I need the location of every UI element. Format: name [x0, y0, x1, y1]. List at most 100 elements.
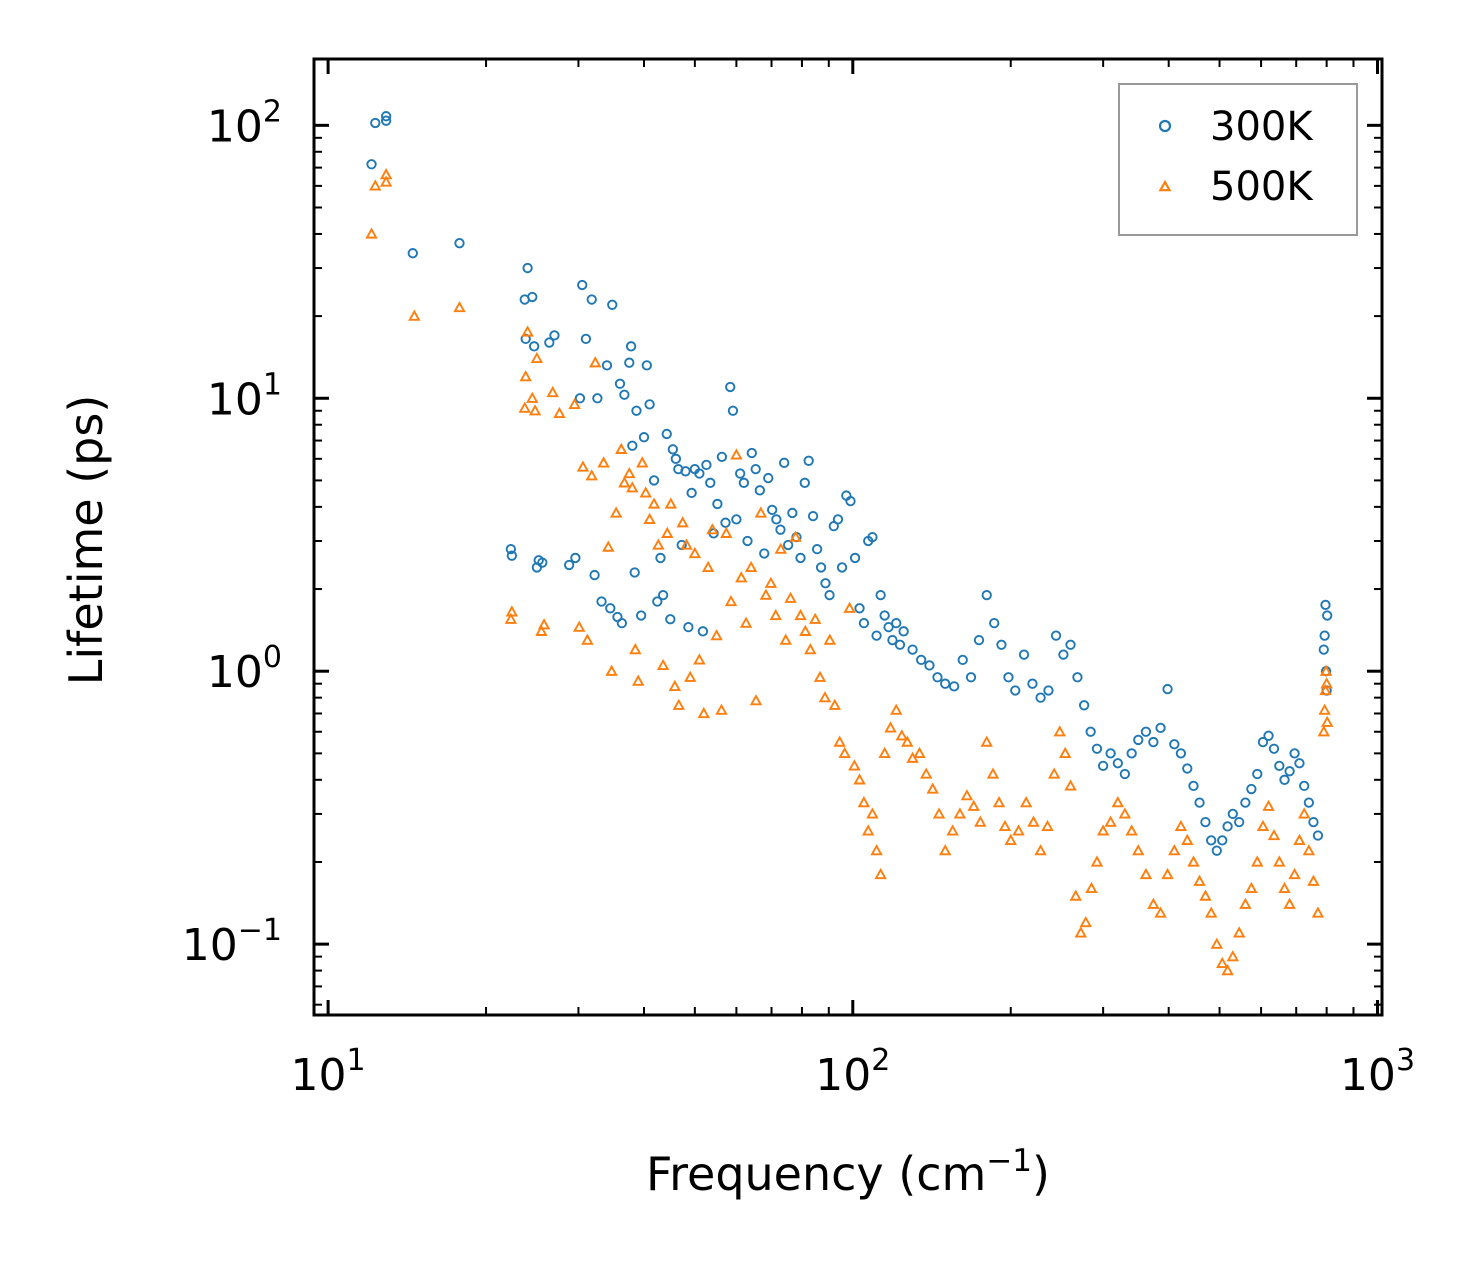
- data-point: [836, 562, 848, 573]
- data-point: [738, 477, 750, 488]
- data-point: [1297, 807, 1311, 819]
- data-point: [1105, 748, 1116, 759]
- data-point: [1050, 630, 1062, 641]
- data-point: [799, 624, 812, 636]
- data-point: [366, 159, 377, 170]
- legend: 300K 500K: [1118, 83, 1358, 236]
- data-point: [795, 552, 806, 564]
- data-point: [680, 538, 693, 550]
- data-point: [627, 440, 638, 451]
- data-point: [1221, 964, 1234, 976]
- data-point: [544, 337, 555, 348]
- data-point: [727, 405, 739, 416]
- data-point: [686, 487, 697, 499]
- y-tick-label: 10−1: [182, 913, 282, 971]
- data-point: [957, 654, 968, 666]
- data-point: [581, 633, 594, 645]
- data-point: [767, 504, 778, 516]
- data-point: [504, 612, 518, 624]
- data-point: [1027, 678, 1038, 689]
- data-point: [730, 448, 743, 460]
- data-point: [615, 442, 628, 454]
- data-point: [784, 591, 797, 603]
- data-point: [926, 782, 939, 794]
- data-point: [804, 643, 817, 655]
- data-point: [890, 703, 903, 715]
- data-point: [380, 111, 392, 122]
- data-point: [989, 617, 1000, 629]
- data-point: [574, 393, 586, 404]
- data-point: [1293, 833, 1306, 845]
- data-point: [916, 654, 927, 666]
- data-point: [697, 706, 710, 719]
- data-point: [1148, 736, 1159, 748]
- data-point: [965, 672, 977, 683]
- data-point: [1034, 844, 1047, 856]
- data-point: [980, 735, 993, 747]
- legend-box: [1118, 83, 1358, 236]
- data-point: [874, 867, 887, 880]
- data-point: [807, 510, 819, 522]
- data-point: [1227, 808, 1238, 820]
- data-point: [553, 406, 566, 419]
- data-point: [1194, 797, 1205, 808]
- data-point: [647, 497, 661, 509]
- data-point: [1216, 956, 1229, 969]
- data-point: [1240, 797, 1251, 808]
- data-point: [763, 472, 774, 484]
- data-point: [706, 523, 719, 535]
- data-point: [629, 643, 642, 655]
- data-point: [580, 333, 592, 345]
- data-point: [1085, 881, 1098, 894]
- data-point: [528, 404, 542, 416]
- data-point: [1147, 897, 1160, 909]
- data-point: [739, 616, 753, 628]
- data-point: [522, 262, 533, 274]
- data-point: [891, 617, 902, 629]
- plot-frame: [312, 57, 1384, 1017]
- data-point: [1303, 797, 1315, 808]
- data-point: [1069, 889, 1082, 901]
- data-point: [992, 796, 1006, 808]
- data-point: [639, 486, 652, 498]
- legend-300K-marker: [1158, 119, 1172, 133]
- data-point: [884, 721, 897, 733]
- data-point: [609, 506, 623, 518]
- data-point: [652, 596, 663, 607]
- data-point: [1320, 599, 1331, 611]
- data-point: [1047, 767, 1061, 779]
- data-point: [657, 589, 669, 601]
- data-point: [1320, 677, 1333, 689]
- data-point: [782, 539, 794, 551]
- y-tick-labels: 102 101 100 10−1: [182, 94, 282, 971]
- data-point: [1294, 758, 1305, 769]
- data-point: [1019, 796, 1033, 808]
- data-point: [365, 227, 378, 239]
- data-point: [1289, 748, 1300, 759]
- data-point: [725, 381, 736, 393]
- data-point: [712, 498, 723, 510]
- data-point: [1043, 685, 1054, 696]
- data-point: [655, 552, 666, 564]
- data-point: [716, 451, 728, 463]
- data-point: [518, 401, 531, 413]
- data-point: [735, 468, 746, 479]
- data-point: [1257, 736, 1269, 748]
- data-point: [861, 824, 875, 836]
- data-point: [1058, 649, 1069, 660]
- data-point: [775, 524, 786, 535]
- data-point: [769, 608, 782, 621]
- data-point: [570, 552, 581, 564]
- data-point: [1169, 739, 1180, 750]
- data-point: [1252, 768, 1263, 780]
- data-point: [656, 658, 670, 671]
- data-point: [1174, 819, 1188, 832]
- data-point: [519, 370, 532, 382]
- data-point: [866, 807, 879, 819]
- data-point: [638, 432, 650, 443]
- data-point: [1126, 748, 1137, 759]
- data-point: [779, 457, 790, 468]
- data-point: [1274, 760, 1285, 772]
- data-point: [668, 679, 682, 691]
